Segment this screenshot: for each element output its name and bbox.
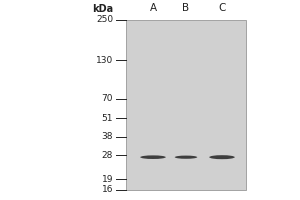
Text: C: C: [218, 3, 226, 13]
Ellipse shape: [140, 155, 166, 159]
Text: kDa: kDa: [92, 4, 113, 14]
Text: 28: 28: [102, 151, 113, 160]
FancyBboxPatch shape: [126, 20, 246, 190]
Text: A: A: [149, 3, 157, 13]
Text: 51: 51: [101, 114, 113, 123]
Text: B: B: [182, 3, 190, 13]
Ellipse shape: [209, 155, 235, 159]
Text: 250: 250: [96, 16, 113, 24]
Text: 19: 19: [101, 175, 113, 184]
Text: 70: 70: [101, 94, 113, 103]
Text: 16: 16: [101, 186, 113, 194]
Text: 38: 38: [101, 132, 113, 141]
Text: 130: 130: [96, 56, 113, 65]
Ellipse shape: [175, 156, 197, 159]
